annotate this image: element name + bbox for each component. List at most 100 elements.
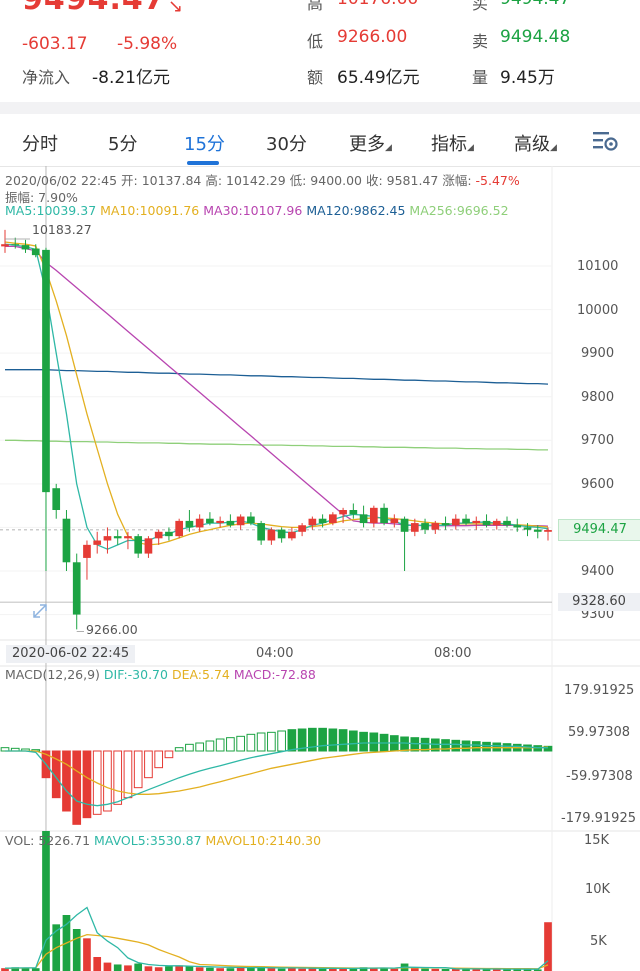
volume-bar [226, 968, 235, 971]
candle-body [308, 518, 317, 526]
macd-bar [72, 750, 82, 825]
macd-tick: -179.91925 [561, 811, 636, 826]
tab-timeshare[interactable]: 分时 [22, 134, 58, 155]
crosshair-price-tag: 9328.60 [558, 593, 640, 611]
macd-bar [308, 727, 317, 752]
price-tick: 10000 [577, 303, 619, 318]
candle-body [216, 520, 224, 524]
candle-info-text: 2020/06/02 22:45 开: 10137.84 高: 10142.29… [5, 173, 476, 188]
macd-bar [154, 750, 164, 769]
expand-icon[interactable] [33, 604, 47, 618]
sell-value: 9494.48 [500, 27, 571, 47]
candle-body [421, 523, 429, 530]
volume-bar [329, 968, 337, 971]
ma30-line [5, 245, 549, 527]
active-tab-indicator [187, 161, 219, 165]
macd-value: MACD:-72.88 [233, 667, 316, 682]
candle-body [380, 507, 388, 524]
chart-settings-icon[interactable] [592, 130, 620, 152]
price-tick: 9600 [581, 477, 615, 492]
max-price-marker: 10183.27 [32, 222, 92, 237]
volume-bar [277, 968, 286, 971]
volume-bar [72, 929, 81, 971]
candle-body [288, 531, 296, 539]
buy-label: 买 [472, 0, 489, 13]
macd-bar [174, 747, 184, 752]
macd-bar [103, 750, 112, 812]
tab-15min[interactable]: 15分 [184, 134, 225, 155]
macd-bar [359, 731, 368, 752]
min-price-marker: 9266.00 [86, 622, 138, 637]
ma256-value: MA256:9696.52 [409, 203, 509, 218]
volume-bar [533, 969, 542, 971]
high-value: 10176.66 [337, 0, 418, 9]
macd-bar [430, 738, 440, 752]
candle-body [523, 527, 532, 530]
volume-bar [216, 968, 224, 971]
candle-body [410, 523, 419, 532]
macd-label: MACD(12,26,9) [5, 667, 100, 682]
candle-body [533, 529, 542, 532]
dropdown-triangle-icon: ◢ [385, 143, 392, 153]
candle-body [349, 510, 358, 515]
volume-bar [410, 968, 419, 971]
candle-body [329, 514, 337, 524]
macd-tick: 59.97308 [568, 725, 631, 740]
volume-bar [492, 969, 501, 971]
candle-body [451, 518, 460, 526]
volume-bar [318, 968, 327, 971]
price-tick: 9400 [581, 564, 615, 579]
tab-advanced[interactable]: 高级◢ [514, 130, 557, 156]
tab-more-label: 更多 [349, 134, 385, 155]
crosshair-time-tag: 2020-06-02 22:45 [6, 645, 136, 663]
volume-bar [247, 967, 255, 971]
candle-body [62, 518, 71, 563]
amount-value: 65.49亿元 [337, 68, 420, 88]
volume-bar [482, 969, 491, 971]
candle-body [482, 520, 491, 526]
price-tick: 9700 [581, 433, 615, 448]
volume-bar [113, 964, 122, 971]
low-value: 9266.00 [337, 27, 408, 47]
tab-indicators[interactable]: 指标◢ [431, 130, 474, 156]
period-tabs: 分时 5分 15分 30分 更多◢ 指标◢ 高级◢ [0, 114, 640, 167]
macd-bar [482, 741, 491, 752]
macd-legend: MACD(12,26,9) DIF:-30.70 DEA:5.74 MACD:-… [5, 667, 316, 682]
candle-body [236, 516, 245, 526]
macd-bar [461, 740, 471, 752]
volume-bar [451, 968, 460, 971]
candle-body [318, 518, 327, 524]
tab-more[interactable]: 更多◢ [349, 130, 392, 156]
candle-info: 2020/06/02 22:45 开: 10137.84 高: 10142.29… [5, 170, 520, 189]
tab-30min[interactable]: 30分 [266, 134, 307, 155]
volume-bar [165, 966, 173, 971]
macd-bar [318, 727, 327, 752]
current-price-tag: 9494.47 [558, 519, 640, 541]
macd-bar [113, 750, 123, 805]
macd-bar [267, 731, 276, 752]
vol-tick: 15K [584, 833, 610, 848]
volume-bar [441, 968, 450, 971]
candle-body [185, 520, 194, 528]
macd-bar [471, 741, 481, 752]
macd-bar [185, 743, 194, 752]
macd-bar [62, 750, 71, 812]
price-tick: 10100 [577, 259, 619, 274]
volume-bar [195, 967, 204, 971]
candle-body [83, 544, 91, 558]
tab-5min[interactable]: 5分 [108, 134, 138, 155]
candle-body [52, 488, 61, 510]
volume-bar [288, 968, 296, 971]
volume-bar [421, 968, 429, 971]
volume-bar [11, 967, 20, 971]
volume-bar [154, 967, 163, 971]
volume-bar [144, 966, 153, 971]
macd-dif-line [5, 742, 548, 807]
candle-body [277, 529, 286, 539]
amount-label: 额 [307, 68, 324, 87]
kline-chart[interactable] [0, 166, 640, 971]
macd-bar [400, 736, 409, 752]
ma120-value: MA120:9862.45 [306, 203, 406, 218]
macd-dif: DIF:-30.70 [103, 667, 168, 682]
down-arrow-icon: ↘ [168, 0, 184, 17]
